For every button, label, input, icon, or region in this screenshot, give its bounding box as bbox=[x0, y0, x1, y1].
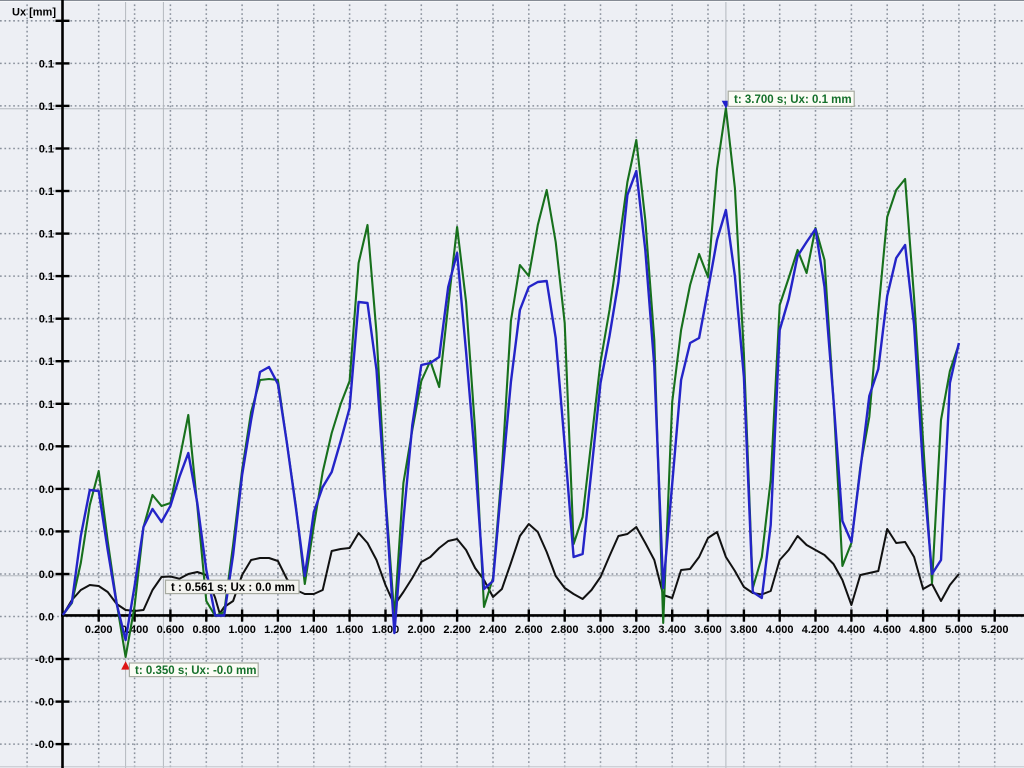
svg-text:0.1: 0.1 bbox=[39, 356, 54, 368]
svg-text:4.400: 4.400 bbox=[838, 624, 866, 636]
svg-text:-0.0: -0.0 bbox=[35, 654, 54, 666]
svg-text:5.000: 5.000 bbox=[945, 624, 973, 636]
svg-text:0.0: 0.0 bbox=[39, 526, 54, 538]
svg-text:0.0: 0.0 bbox=[39, 484, 54, 496]
svg-text:4.600: 4.600 bbox=[873, 624, 901, 636]
svg-text:0.0: 0.0 bbox=[39, 569, 54, 581]
svg-text:0.1: 0.1 bbox=[39, 144, 54, 156]
svg-text:3.600: 3.600 bbox=[694, 624, 722, 636]
svg-text:0.1: 0.1 bbox=[39, 186, 54, 198]
svg-text:4.000: 4.000 bbox=[766, 624, 794, 636]
svg-text:2.800: 2.800 bbox=[551, 624, 579, 636]
svg-text:-0.0: -0.0 bbox=[35, 739, 54, 751]
svg-text:0.0: 0.0 bbox=[39, 612, 54, 624]
svg-text:t: 3.700 s; Ux: 0.1 mm: t: 3.700 s; Ux: 0.1 mm bbox=[734, 94, 852, 106]
svg-text:4.200: 4.200 bbox=[802, 624, 830, 636]
svg-text:4.800: 4.800 bbox=[909, 624, 937, 636]
svg-text:0.1: 0.1 bbox=[39, 58, 54, 70]
svg-text:-0.0: -0.0 bbox=[35, 697, 54, 709]
svg-text:2.200: 2.200 bbox=[443, 624, 471, 636]
svg-text:2.400: 2.400 bbox=[479, 624, 507, 636]
svg-text:t: 0.350 s; Ux: -0.0 mm: t: 0.350 s; Ux: -0.0 mm bbox=[135, 665, 256, 677]
svg-text:Ux [mm]: Ux [mm] bbox=[12, 7, 56, 19]
svg-text:0.200: 0.200 bbox=[85, 624, 113, 636]
svg-text:1.600: 1.600 bbox=[336, 624, 364, 636]
svg-text:3.000: 3.000 bbox=[587, 624, 615, 636]
svg-text:0.800: 0.800 bbox=[193, 624, 221, 636]
svg-text:0.1: 0.1 bbox=[39, 271, 54, 283]
svg-text:3.400: 3.400 bbox=[658, 624, 686, 636]
svg-text:1.400: 1.400 bbox=[300, 624, 328, 636]
svg-text:0.0: 0.0 bbox=[39, 441, 54, 453]
svg-text:1.000: 1.000 bbox=[228, 624, 256, 636]
svg-text:3.800: 3.800 bbox=[730, 624, 758, 636]
svg-text:0.1: 0.1 bbox=[39, 399, 54, 411]
svg-text:0.600: 0.600 bbox=[157, 624, 185, 636]
svg-text:0.1: 0.1 bbox=[39, 101, 54, 113]
svg-text:1.800: 1.800 bbox=[372, 624, 400, 636]
svg-text:1.200: 1.200 bbox=[264, 624, 292, 636]
svg-text:t : 0.561 s; Ux : 0.0 mm: t : 0.561 s; Ux : 0.0 mm bbox=[171, 582, 295, 594]
svg-text:2.600: 2.600 bbox=[515, 624, 543, 636]
svg-text:0.1: 0.1 bbox=[39, 314, 54, 326]
svg-text:0.1: 0.1 bbox=[39, 229, 54, 241]
svg-text:2.000: 2.000 bbox=[408, 624, 436, 636]
svg-text:5.200: 5.200 bbox=[981, 624, 1009, 636]
svg-text:3.200: 3.200 bbox=[623, 624, 651, 636]
